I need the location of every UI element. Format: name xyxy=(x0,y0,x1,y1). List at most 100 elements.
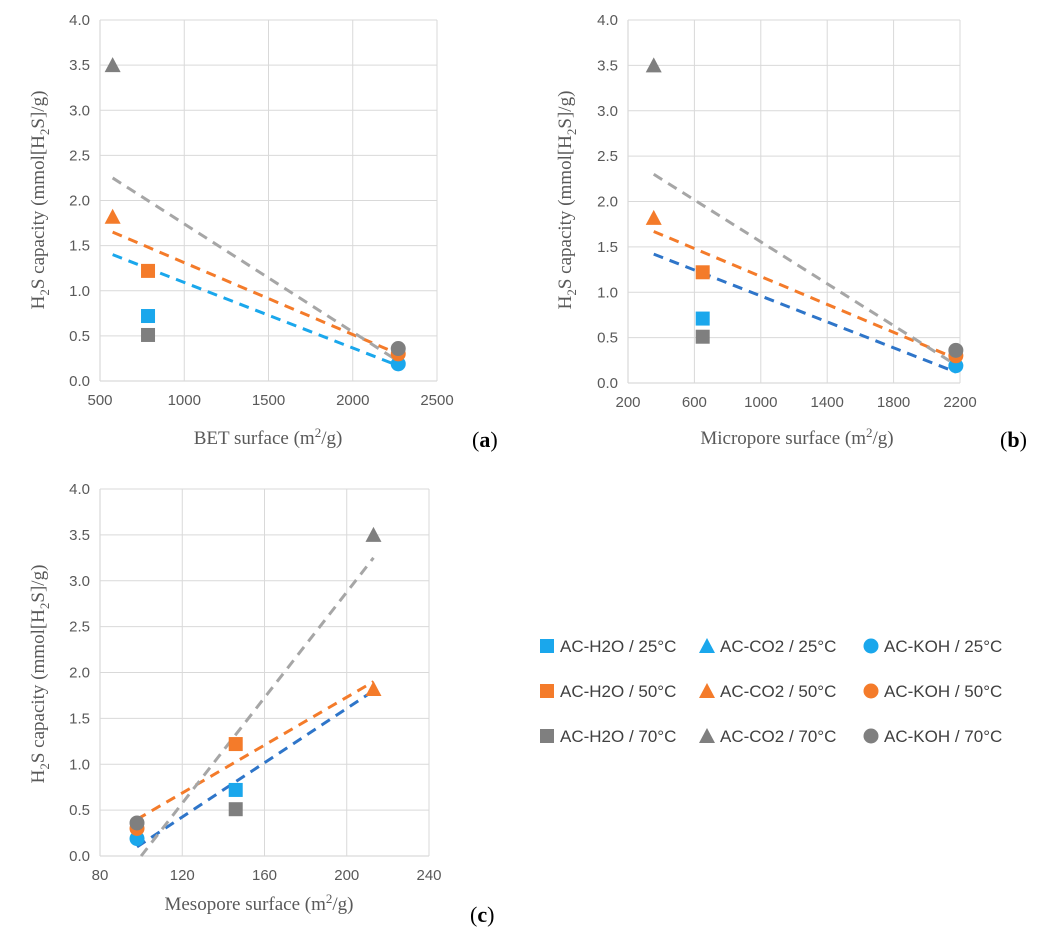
chart-c-ytick-label: 4.0 xyxy=(69,481,90,498)
legend-label: AC-H2O / 50°C xyxy=(560,682,676,701)
chart-a-ytick-label: 1.5 xyxy=(69,238,90,255)
chart-c-point xyxy=(228,802,243,817)
chart-b-point xyxy=(695,311,710,326)
legend-marker xyxy=(863,638,879,654)
chart-c-point xyxy=(228,782,243,797)
chart-c-trendline xyxy=(136,680,375,821)
chart-b: 0.0 0.5 1.0 1.5 2.0 2.5 3.0 3.5 4.0 200 600 1000 140… xyxy=(597,12,977,411)
chart-c-ytick-label: 3.0 xyxy=(69,573,90,590)
chart-a-xtick-label: 2500 xyxy=(420,392,453,409)
chart-a-trendline xyxy=(112,253,399,368)
chart-c-ylabel: H2S capacity (mmol[H2S]/g) xyxy=(28,565,52,784)
chart-b-ylabel: H2S capacity (mmol[H2S]/g) xyxy=(555,91,579,310)
chart-b-xtick-label: 1800 xyxy=(877,394,910,411)
chart-b-ytick-label: 1.0 xyxy=(597,284,618,301)
chart-c: 0.0 0.5 1.0 1.5 2.0 2.5 3.0 3.5 4.0 80 120 160 200 24… xyxy=(69,481,441,884)
legend: AC-H2O / 25°C AC-CO2 / 25°C AC-KOH / 25°C A… xyxy=(540,637,1002,746)
chart-b-xtick-label: 200 xyxy=(615,394,640,411)
panel-label-a: (a) xyxy=(472,427,498,452)
legend-label: AC-CO2 / 50°C xyxy=(720,682,836,701)
chart-c-ytick-label: 2.5 xyxy=(69,619,90,636)
chart-b-xtick-label: 1000 xyxy=(744,394,777,411)
chart-a-xlabel: BET surface (m2/g) xyxy=(194,425,343,449)
chart-c-xtick-label: 160 xyxy=(252,867,277,884)
chart-a-point xyxy=(104,208,121,224)
chart-a-ylabel: H2S capacity (mmol[H2S]/g) xyxy=(28,91,52,310)
legend-marker xyxy=(540,639,554,653)
legend-marker xyxy=(540,684,554,698)
chart-a-point xyxy=(141,327,156,342)
chart-c-ytick-label: 0.5 xyxy=(69,802,90,819)
legend-marker xyxy=(699,683,715,698)
chart-b-trendline xyxy=(653,230,957,360)
chart-a-ytick-label: 2.0 xyxy=(69,193,90,210)
chart-a-xtick-label: 2000 xyxy=(336,392,369,409)
chart-b-xtick-label: 1400 xyxy=(811,394,844,411)
legend-label: AC-KOH / 70°C xyxy=(884,727,1002,746)
chart-a-ytick-label: 0.0 xyxy=(69,373,90,390)
legend-marker xyxy=(699,638,715,653)
chart-b-point xyxy=(695,265,710,280)
chart-c-ytick-label: 1.0 xyxy=(69,756,90,773)
chart-a-ytick-label: 4.0 xyxy=(69,12,90,29)
chart-b-ytick-label: 1.5 xyxy=(597,239,618,256)
chart-a: 0.0 0.5 1.0 1.5 2.0 2.5 3.0 3.5 4.0 500 1000 1500 20… xyxy=(69,12,454,409)
chart-a-point xyxy=(104,57,121,73)
legend-marker xyxy=(540,729,554,743)
chart-b-ytick-label: 2.0 xyxy=(597,194,618,211)
chart-b-trendline xyxy=(652,173,957,367)
chart-c-xlabel: Mesopore surface (m2/g) xyxy=(164,891,353,915)
chart-b-ytick-label: 0.0 xyxy=(597,375,618,392)
chart-c-trendline xyxy=(136,689,375,849)
chart-a-point xyxy=(141,309,156,324)
chart-c-ytick-label: 2.0 xyxy=(69,665,90,682)
chart-a-ytick-label: 0.5 xyxy=(69,328,90,345)
chart-b-xlabel: Micropore surface (m2/g) xyxy=(700,425,893,449)
chart-b-point xyxy=(645,57,662,73)
chart-a-ytick-label: 3.0 xyxy=(69,102,90,119)
chart-b-ytick-label: 4.0 xyxy=(597,12,618,29)
legend-marker xyxy=(863,683,879,699)
chart-c-xtick-label: 200 xyxy=(334,867,359,884)
chart-a-ytick-label: 3.5 xyxy=(69,57,90,74)
chart-b-ytick-label: 2.5 xyxy=(597,148,618,165)
legend-label: AC-H2O / 70°C xyxy=(560,727,676,746)
chart-c-ytick-label: 3.5 xyxy=(69,527,90,544)
chart-c-point xyxy=(365,526,382,542)
chart-a-xtick-label: 1000 xyxy=(168,392,201,409)
chart-c-point xyxy=(129,815,145,831)
chart-b-ytick-label: 3.0 xyxy=(597,103,618,120)
chart-c-ytick-label: 0.0 xyxy=(69,848,90,865)
chart-b-xtick-label: 2200 xyxy=(943,394,976,411)
chart-b-xtick-label: 600 xyxy=(682,394,707,411)
panel-label-b: (b) xyxy=(1000,427,1027,452)
chart-a-xtick-label: 1500 xyxy=(252,392,285,409)
chart-b-point xyxy=(645,209,662,225)
chart-c-point xyxy=(228,737,243,752)
chart-b-point xyxy=(948,342,964,358)
legend-marker xyxy=(699,728,715,743)
chart-c-xtick-label: 240 xyxy=(416,867,441,884)
chart-a-ytick-label: 2.5 xyxy=(69,147,90,164)
legend-label: AC-CO2 / 25°C xyxy=(720,637,836,656)
chart-a-trendline xyxy=(111,176,400,363)
legend-label: AC-CO2 / 70°C xyxy=(720,727,836,746)
chart-c-point xyxy=(365,681,382,697)
chart-a-point xyxy=(141,263,156,278)
chart-b-ytick-label: 0.5 xyxy=(597,330,618,347)
legend-label: AC-H2O / 25°C xyxy=(560,637,676,656)
legend-marker xyxy=(863,728,879,744)
legend-label: AC-KOH / 50°C xyxy=(884,682,1002,701)
legend-label: AC-KOH / 25°C xyxy=(884,637,1002,656)
chart-c-xtick-label: 120 xyxy=(170,867,195,884)
chart-b-ytick-label: 3.5 xyxy=(597,57,618,74)
chart-c-ytick-label: 1.5 xyxy=(69,710,90,727)
chart-c-xtick-label: 80 xyxy=(92,867,109,884)
chart-c-trendline xyxy=(139,556,375,857)
chart-a-xtick-label: 500 xyxy=(87,392,112,409)
chart-b-point xyxy=(695,329,710,344)
chart-a-trendline xyxy=(112,230,399,356)
chart-a-point xyxy=(390,341,406,357)
panel-label-c: (c) xyxy=(470,902,494,927)
chart-a-ytick-label: 1.0 xyxy=(69,283,90,300)
